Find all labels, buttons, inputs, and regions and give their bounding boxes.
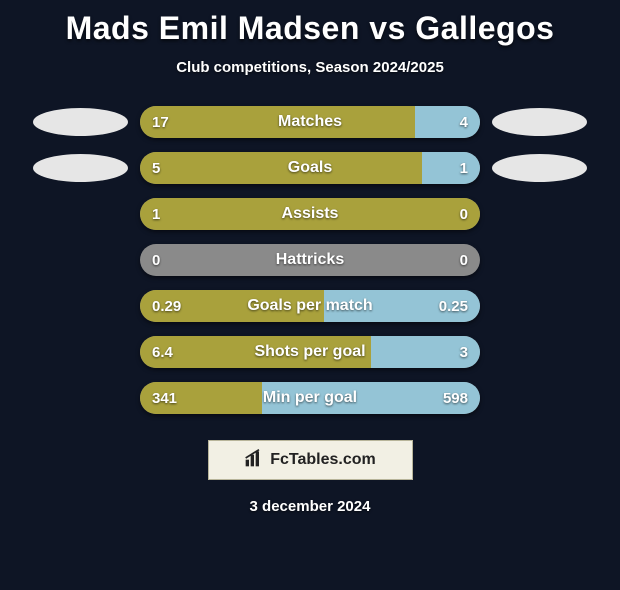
- left-fill: [140, 198, 480, 230]
- stat-row: 10Assists: [0, 198, 620, 230]
- brand-text: FcTables.com: [270, 451, 376, 469]
- left-fill: [140, 336, 371, 368]
- stat-bar: 341598Min per goal: [140, 382, 480, 414]
- stat-bar: 6.43Shots per goal: [140, 336, 480, 368]
- player-left-avatar: [33, 154, 128, 182]
- page-title: Mads Emil Madsen vs Gallegos: [0, 10, 620, 47]
- stat-row: 6.43Shots per goal: [0, 336, 620, 368]
- left-fill: [140, 382, 262, 414]
- left-fill: [140, 152, 422, 184]
- stat-row: 51Goals: [0, 152, 620, 184]
- left-fill: [140, 290, 324, 322]
- stat-bar: 00Hattricks: [140, 244, 480, 276]
- stat-row: 341598Min per goal: [0, 382, 620, 414]
- right-fill: [415, 106, 480, 138]
- player-right-avatar: [492, 154, 587, 182]
- stats-container: 174Matches 51Goals 10Assists 00Hattricks 0.2…: [0, 106, 620, 414]
- stat-bar: 51Goals: [140, 152, 480, 184]
- right-fill: [371, 336, 480, 368]
- stat-row: 0.290.25Goals per match: [0, 290, 620, 322]
- date-label: 3 december 2024: [0, 498, 620, 515]
- right-fill: [262, 382, 480, 414]
- left-fill: [140, 106, 415, 138]
- right-fill: [422, 152, 480, 184]
- brand-footer: FcTables.com: [208, 440, 413, 480]
- bars-icon: [244, 448, 264, 473]
- stat-row: 174Matches: [0, 106, 620, 138]
- right-fill: [324, 290, 480, 322]
- stat-bar: 0.290.25Goals per match: [140, 290, 480, 322]
- subtitle: Club competitions, Season 2024/2025: [0, 59, 620, 76]
- stat-row: 00Hattricks: [0, 244, 620, 276]
- stat-bar: 174Matches: [140, 106, 480, 138]
- player-right-avatar: [492, 108, 587, 136]
- player-left-avatar: [33, 108, 128, 136]
- stat-bar: 10Assists: [140, 198, 480, 230]
